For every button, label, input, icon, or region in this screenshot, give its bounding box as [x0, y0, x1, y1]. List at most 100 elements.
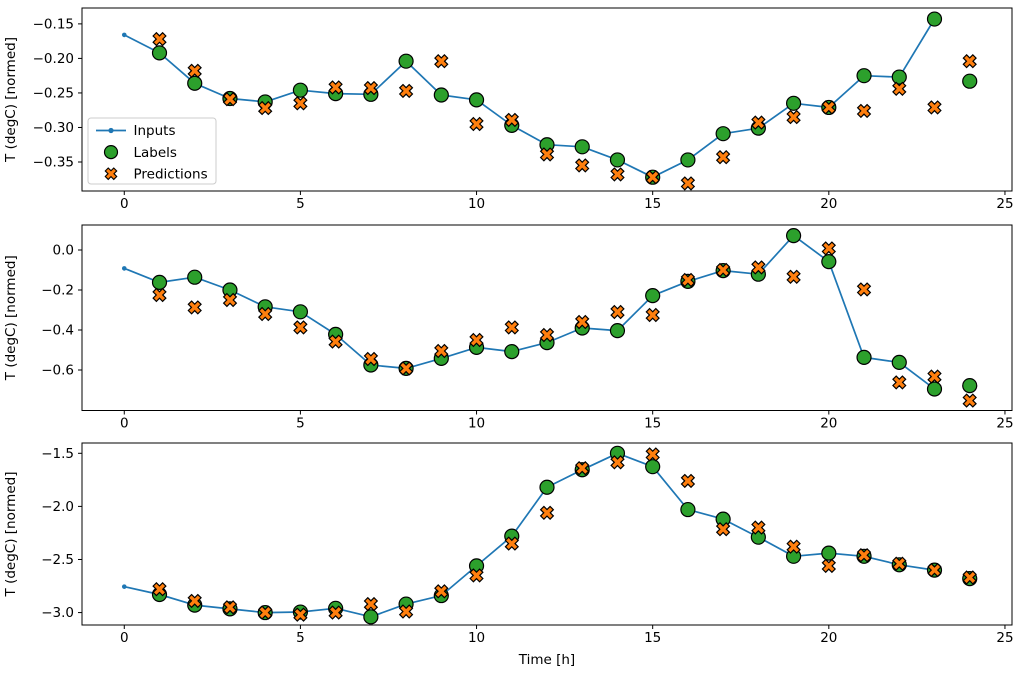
x-tick-label: 0: [120, 630, 129, 646]
y-tick-label: −0.35: [33, 154, 74, 170]
prediction-point: [257, 100, 273, 116]
x-tick-label: 10: [468, 196, 485, 212]
x-tick-label: 25: [996, 630, 1013, 646]
label-point: [856, 68, 872, 84]
label-point: [785, 95, 802, 111]
prediction-point: [821, 558, 837, 574]
legend-label: Inputs: [134, 123, 176, 139]
prediction-point: [152, 31, 167, 47]
label-point: [504, 344, 520, 360]
prediction-point: [469, 332, 484, 348]
prediction-point: [927, 369, 942, 384]
x-axis-label: Time [h]: [518, 652, 575, 668]
prediction-point: [927, 562, 942, 578]
label-point: [363, 609, 379, 625]
prediction-point: [257, 306, 273, 322]
legend-x-sample: [104, 167, 118, 181]
label-point: [468, 92, 485, 108]
legend: Inputs Labels Predictions: [87, 117, 217, 185]
prediction-point: [293, 96, 308, 111]
label-point: [398, 53, 414, 69]
prediction-point: [962, 393, 977, 408]
label-point: [645, 288, 661, 304]
x-tick-label: 20: [820, 416, 837, 432]
x-tick-label: 25: [996, 196, 1013, 212]
legend-dot-sample: [108, 127, 114, 134]
label-point: [292, 304, 309, 320]
prediction-point: [574, 158, 590, 173]
prediction-point: [328, 80, 343, 95]
prediction-point: [574, 314, 590, 330]
y-tick-label: −0.15: [33, 16, 74, 32]
label-point: [891, 69, 907, 85]
prediction-point: [363, 80, 379, 96]
label-point: [151, 274, 168, 290]
x-tick-label: 20: [820, 630, 837, 646]
prediction-point: [856, 547, 872, 563]
y-tick-label: −0.25: [33, 85, 74, 101]
prediction-point: [504, 320, 520, 335]
prediction-point: [962, 53, 977, 69]
legend-box: [87, 117, 217, 185]
prediction-point: [786, 539, 801, 554]
prediction-point: [539, 327, 555, 343]
prediction-point: [398, 604, 414, 619]
prediction-point: [715, 149, 731, 165]
y-tick-label: −1.5: [41, 446, 74, 462]
prediction-point: [680, 473, 696, 489]
label-point: [785, 228, 802, 244]
label-point: [962, 73, 978, 89]
prediction-point: [187, 593, 202, 609]
label-point: [962, 378, 978, 394]
prediction-point: [610, 167, 625, 182]
prediction-point: [680, 272, 696, 288]
label-point: [856, 349, 872, 365]
x-tick-label: 20: [820, 196, 837, 212]
y-tick-label: −0.2: [41, 283, 74, 299]
axes-frame: [81, 7, 1013, 192]
prediction-point: [434, 343, 449, 359]
prediction-point: [398, 83, 414, 99]
prediction-point: [892, 81, 907, 97]
prediction-point: [610, 304, 625, 320]
y-tick-label: −3.0: [41, 605, 74, 621]
label-point: [151, 45, 168, 61]
prediction-point: [856, 282, 872, 297]
prediction-point: [504, 112, 520, 128]
y-axis-label: T (degC) [normed]: [3, 255, 19, 381]
subplot-1: 0 5 10 15 20 25 −0.15 −0.20 −0.25 −0.30 −0.35 T (de…: [3, 7, 1014, 212]
prediction-point: [892, 375, 907, 390]
prediction-point: [152, 581, 167, 597]
legend-label: Predictions: [134, 166, 208, 182]
prediction-point: [328, 334, 343, 349]
prediction-point: [962, 570, 977, 585]
prediction-point: [680, 176, 696, 191]
prediction-point: [187, 63, 202, 79]
label-point: [645, 459, 661, 475]
label-point: [821, 254, 837, 270]
prediction-point: [293, 607, 308, 622]
x-tick-label: 15: [644, 630, 661, 646]
prediction-point: [786, 269, 801, 285]
y-axis-label: T (degC) [normed]: [3, 37, 19, 163]
legend-label: Labels: [134, 145, 177, 161]
input-point: [121, 32, 127, 38]
prediction-point: [574, 460, 590, 476]
prediction-point: [715, 262, 731, 278]
prediction-point: [222, 600, 238, 615]
x-tick-label: 0: [120, 416, 129, 432]
axes-frame: [81, 442, 1013, 626]
prediction-point: [328, 605, 343, 620]
label-point: [680, 152, 696, 168]
axes-frame: [81, 224, 1013, 411]
x-tick-label: 5: [296, 196, 305, 212]
y-tick-label: −0.4: [41, 323, 74, 339]
label-point: [715, 126, 731, 142]
prediction-point: [469, 568, 484, 583]
x-tick-label: 5: [296, 416, 305, 432]
x-tick-label: 15: [644, 416, 661, 432]
prediction-point: [821, 100, 837, 115]
y-tick-label: 0.0: [53, 243, 74, 259]
